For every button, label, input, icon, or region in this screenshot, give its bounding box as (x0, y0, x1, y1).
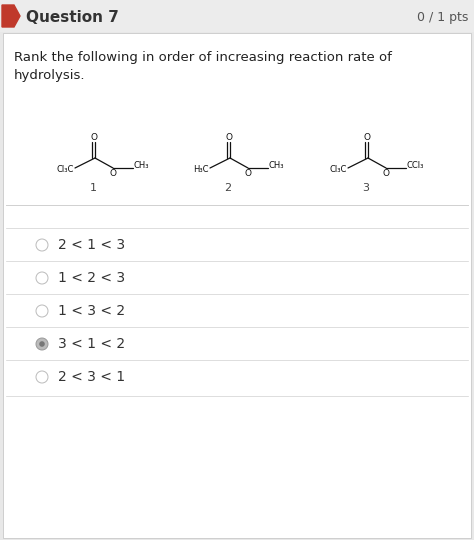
Text: 0 / 1 pts: 0 / 1 pts (417, 10, 468, 24)
Text: 1 < 3 < 2: 1 < 3 < 2 (58, 304, 125, 318)
Text: O: O (110, 168, 117, 178)
Text: H₃C: H₃C (193, 165, 209, 173)
Circle shape (36, 305, 48, 317)
Text: O: O (91, 133, 98, 143)
Text: O: O (245, 168, 252, 178)
Text: 1: 1 (90, 183, 97, 193)
Text: O: O (383, 168, 390, 178)
Text: 2 < 1 < 3: 2 < 1 < 3 (58, 238, 125, 252)
Text: 1 < 2 < 3: 1 < 2 < 3 (58, 271, 125, 285)
Text: 2: 2 (224, 183, 232, 193)
Polygon shape (2, 5, 20, 27)
Circle shape (36, 338, 48, 350)
Text: Rank the following in order of increasing reaction rate of: Rank the following in order of increasin… (14, 51, 392, 64)
Text: CH₃: CH₃ (134, 160, 149, 170)
Circle shape (39, 341, 45, 347)
Circle shape (36, 272, 48, 284)
Text: Cl₃C: Cl₃C (56, 165, 74, 173)
Text: 3: 3 (363, 183, 370, 193)
Text: 2 < 3 < 1: 2 < 3 < 1 (58, 370, 125, 384)
Text: 3 < 1 < 2: 3 < 1 < 2 (58, 337, 125, 351)
Bar (0, 0, 474, 32)
Text: O: O (226, 133, 233, 143)
Circle shape (36, 239, 48, 251)
Text: O: O (364, 133, 371, 143)
Text: hydrolysis.: hydrolysis. (14, 69, 85, 82)
Text: Cl₃C: Cl₃C (329, 165, 347, 173)
Text: CH₃: CH₃ (269, 160, 284, 170)
Text: Question 7: Question 7 (26, 10, 119, 24)
Circle shape (36, 371, 48, 383)
Text: CCl₃: CCl₃ (407, 160, 424, 170)
